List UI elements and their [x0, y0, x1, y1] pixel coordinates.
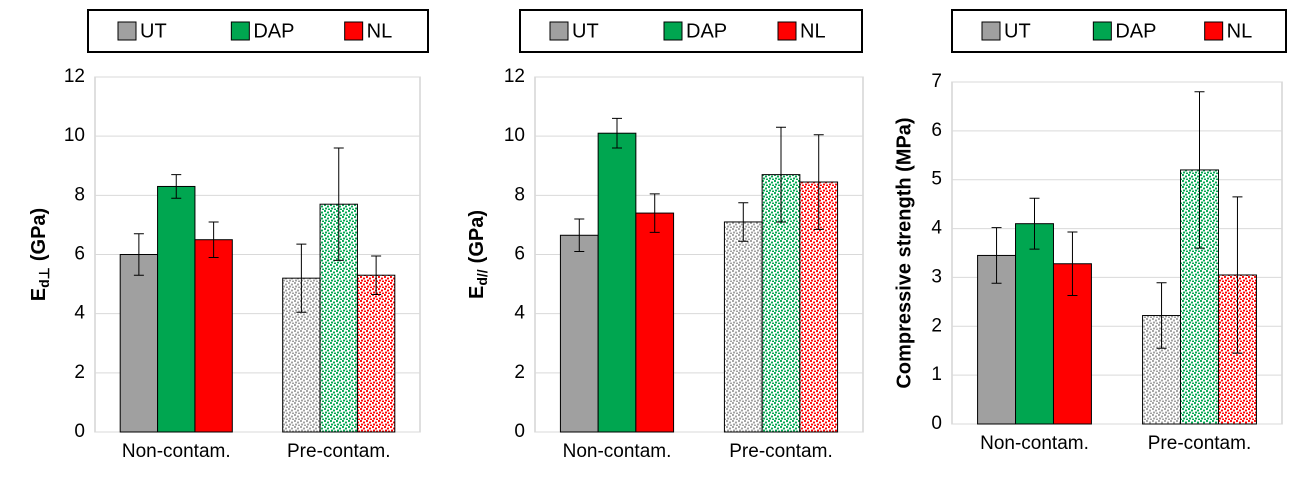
y-tick-label: 6	[74, 244, 85, 265]
bar	[119, 254, 159, 433]
legend: UT DAP NL	[87, 9, 429, 53]
y-tick-label: 4	[74, 303, 85, 324]
legend-label: NL	[367, 20, 393, 42]
legend-label: DAP	[1115, 20, 1156, 42]
y-label-sub: d//	[474, 269, 490, 285]
y-tick-label: 6	[931, 120, 942, 141]
bar	[157, 185, 196, 433]
chart: UT DAP NL 0 2 4 6 8 10 12 Ed⊥ (GPa) Non-contam. Pre-c…	[28, 9, 429, 462]
y-tick-label: 12	[504, 66, 525, 87]
bar	[1015, 223, 1054, 425]
y-tick-label: 10	[64, 125, 85, 146]
error-bar	[574, 218, 585, 253]
error-bar	[296, 243, 307, 313]
y-tick-label: 12	[64, 66, 85, 87]
y-tick-label: 8	[74, 184, 85, 205]
y-axis-label: Ed// (GPa)	[466, 210, 489, 299]
bar	[559, 234, 599, 433]
y-tick-label: 8	[514, 184, 525, 205]
y-tick-label: 0	[931, 413, 942, 434]
y-label-main: E	[28, 288, 50, 301]
x-tick-label: Non-contam.	[122, 441, 231, 462]
legend-swatch	[1204, 21, 1224, 41]
legend-swatch	[117, 21, 137, 41]
y-label-unit: (GPa)	[28, 208, 50, 261]
chart: UT DAP NL 0 1 2 3 4 5 6 7 Compressive strength (MPa…	[893, 9, 1287, 454]
bar	[356, 274, 396, 433]
bar	[723, 221, 763, 433]
legend-label: UT	[140, 20, 167, 42]
legend-swatch	[777, 21, 797, 41]
legend-swatch	[1092, 21, 1112, 41]
legend-label: NL	[800, 20, 826, 42]
legend-label: UT	[572, 20, 599, 42]
error-bar	[776, 126, 786, 223]
y-tick-label: 4	[514, 303, 525, 324]
y-tick-label: 7	[931, 71, 942, 92]
x-tick-label: Pre-contam.	[287, 441, 390, 462]
y-axis-label: Ed⊥ (GPa)	[28, 208, 51, 301]
y-tick-label: 6	[514, 244, 525, 265]
y-tick-label: 0	[74, 421, 85, 442]
bar	[635, 212, 675, 433]
error-bar	[333, 147, 344, 261]
bar	[194, 239, 233, 433]
legend: UT DAP NL	[519, 9, 863, 53]
error-bar	[813, 134, 824, 230]
legend-swatch	[981, 21, 1001, 41]
legend-box	[951, 9, 1287, 53]
error-bar	[1194, 91, 1205, 249]
error-bar	[991, 227, 1002, 284]
bar	[597, 132, 637, 433]
legend-label: DAP	[686, 20, 727, 42]
y-tick-label: 10	[504, 125, 525, 146]
error-bar	[612, 117, 622, 149]
error-bar	[1029, 197, 1040, 250]
chart: UT DAP NL 0 2 4 6 8 10 12 Ed// (GPa) Non-contam. Pre-…	[466, 9, 864, 462]
y-label-unit: (GPa)	[466, 210, 488, 263]
y-label-main: E	[466, 286, 488, 299]
error-bar	[1067, 231, 1078, 297]
x-tick-label: Pre-contam.	[1148, 433, 1251, 454]
y-tick-label: 4	[931, 218, 942, 239]
legend-box	[87, 9, 429, 53]
error-bar	[649, 193, 660, 233]
legend-box	[519, 9, 863, 53]
error-bar	[171, 174, 182, 199]
legend: UT DAP NL	[951, 9, 1287, 53]
y-tick-label: 1	[931, 364, 942, 385]
legend-label: NL	[1227, 20, 1253, 42]
y-label-sub: d⊥	[36, 267, 52, 288]
y-tick-label: 3	[931, 266, 942, 287]
error-bar	[738, 202, 749, 242]
legend-swatch	[663, 21, 683, 41]
error-bar	[371, 255, 382, 295]
y-tick-label: 2	[74, 362, 85, 383]
error-bar	[1232, 196, 1243, 354]
y-tick-label: 5	[931, 169, 942, 190]
legend-swatch	[230, 21, 250, 41]
legend-swatch	[549, 21, 569, 41]
error-bar	[1156, 282, 1167, 349]
y-axis-label: Compressive strength (MPa)	[893, 117, 915, 388]
error-bar	[133, 233, 144, 276]
x-tick-label: Non-contam.	[563, 441, 672, 462]
error-bar	[208, 221, 219, 258]
y-tick-label: 0	[514, 421, 525, 442]
y-tick-label: 2	[931, 315, 942, 336]
legend-swatch	[344, 21, 364, 41]
x-tick-label: Non-contam.	[980, 433, 1089, 454]
x-tick-label: Pre-contam.	[729, 441, 832, 462]
y-tick-label: 2	[514, 362, 525, 383]
legend-label: UT	[1004, 20, 1031, 42]
legend-label: DAP	[253, 20, 294, 42]
